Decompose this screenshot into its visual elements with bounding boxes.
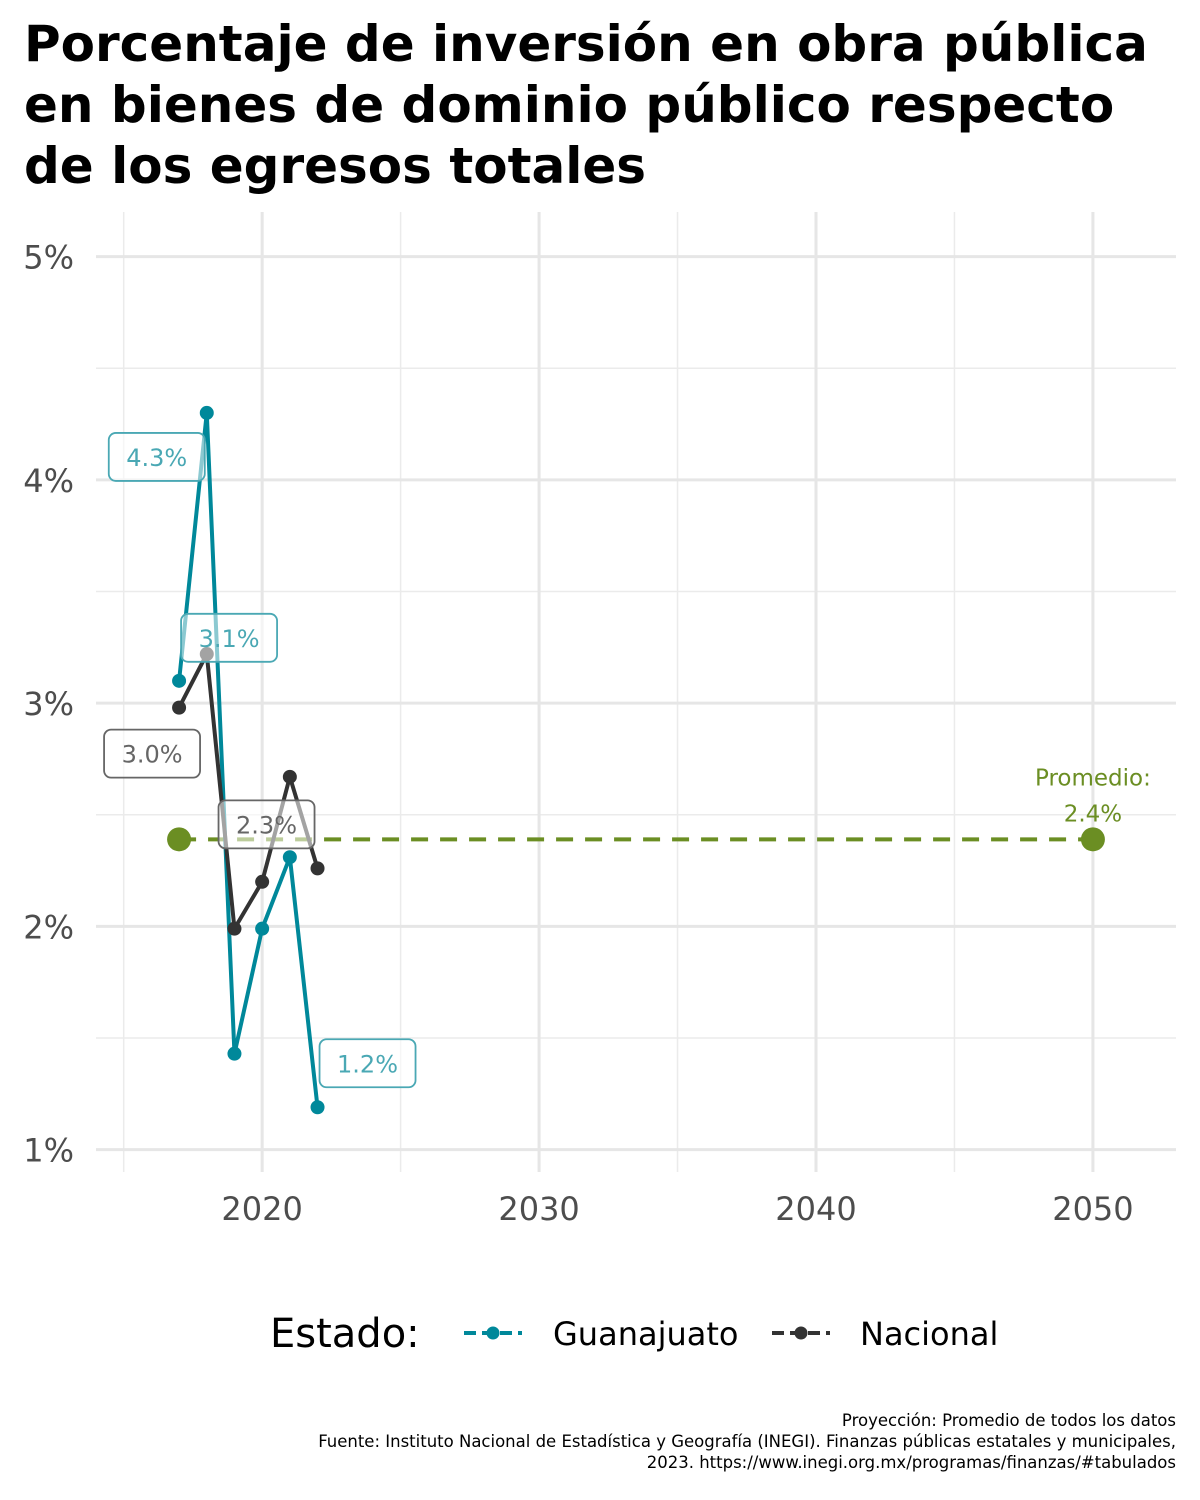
data-label-box	[318, 1038, 417, 1089]
y-tick-label: 1%	[23, 1132, 74, 1170]
axes: 1% 2% 3% 4% 5% 2020 2030 2040 2050	[23, 239, 1133, 1228]
average-point-start	[167, 827, 192, 852]
legend-item-nacional: Nacional	[772, 1315, 998, 1353]
x-tick-label: 2030	[498, 1190, 579, 1228]
data-point-nacional	[255, 874, 270, 889]
legend-key-point	[486, 1326, 500, 1340]
data-labels: 3.1% 4.3% 1.2% 3.0% 2.3%	[103, 432, 417, 1089]
data-point-guanajuato	[255, 921, 270, 936]
legend-title: Estado:	[270, 1311, 420, 1357]
y-tick-label: 2%	[23, 908, 74, 946]
data-point-guanajuato	[199, 405, 214, 420]
y-tick-label: 4%	[23, 462, 74, 500]
data-point-nacional	[227, 921, 242, 936]
data-label-box	[180, 612, 278, 663]
data-label: 3.1%	[180, 612, 278, 663]
data-label-text: 3.0%	[122, 741, 183, 769]
data-point-guanajuato	[172, 673, 187, 688]
data-label: 1.2%	[318, 1038, 417, 1089]
average-label-value: 2.4%	[1064, 801, 1122, 827]
data-label: 2.3%	[217, 799, 316, 850]
data-label: 3.0%	[103, 728, 201, 779]
grid	[96, 212, 1176, 1172]
average-point-end	[1080, 827, 1105, 852]
legend: Estado: Guanajuato Nacional	[270, 1311, 998, 1357]
average-projection: Promedio: 2.4%	[167, 765, 1151, 852]
y-tick-label: 5%	[23, 239, 74, 277]
caption-line-url: 2023. https://www.inegi.org.mx/programas…	[646, 1453, 1176, 1472]
x-tick-label: 2020	[221, 1190, 302, 1228]
y-tick-label: 3%	[23, 685, 74, 723]
caption-line-source: Fuente: Instituto Nacional de Estadístic…	[318, 1432, 1176, 1451]
data-label-text: 4.3%	[126, 444, 187, 472]
data-point-nacional	[172, 700, 187, 715]
x-tick-label: 2040	[775, 1190, 856, 1228]
data-label-box	[217, 799, 316, 850]
legend-item-guanajuato: Guanajuato	[464, 1315, 738, 1353]
data-point-nacional	[310, 861, 325, 876]
data-label-box	[103, 728, 201, 779]
data-label: 4.3%	[107, 432, 206, 482]
data-label-text: 1.2%	[337, 1050, 398, 1078]
legend-key-point	[794, 1326, 808, 1340]
data-point-guanajuato	[227, 1046, 242, 1061]
line-chart: 1% 2% 3% 4% 5% 2020 2030 2040 2050 Promedio: 2.4%…	[23, 212, 1176, 1357]
series-line-nacional	[177, 652, 320, 931]
data-label-text: 3.1%	[199, 625, 260, 653]
chart-title: Porcentaje de inversión en obra pública …	[24, 15, 1148, 195]
data-point-guanajuato	[310, 1100, 325, 1115]
legend-label: Guanajuato	[553, 1315, 738, 1353]
x-tick-label: 2050	[1052, 1190, 1133, 1228]
average-label-title: Promedio:	[1035, 765, 1151, 791]
legend-label: Nacional	[860, 1315, 998, 1353]
caption: Proyección: Promedio de todos los datos …	[318, 1410, 1176, 1473]
data-point-nacional	[282, 769, 297, 784]
caption-line-projection: Proyección: Promedio de todos los datos	[841, 1411, 1176, 1430]
data-point-guanajuato	[282, 850, 297, 865]
data-label-box	[107, 432, 206, 482]
data-label-text: 2.3%	[236, 811, 297, 839]
